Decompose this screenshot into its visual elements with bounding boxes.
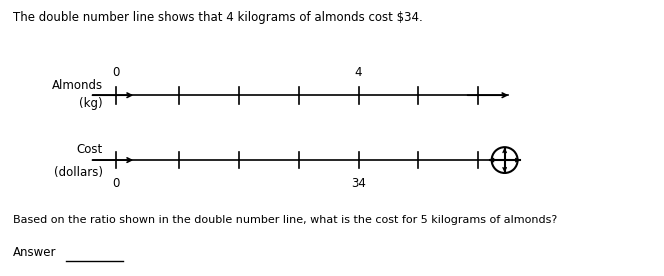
Text: (kg): (kg) — [79, 97, 103, 110]
Text: (dollars): (dollars) — [54, 166, 103, 179]
Text: 0: 0 — [112, 177, 120, 190]
Text: Cost: Cost — [76, 142, 103, 156]
Text: 34: 34 — [351, 177, 366, 190]
Text: 0: 0 — [112, 66, 120, 79]
Text: Almonds: Almonds — [52, 79, 103, 92]
Text: 4: 4 — [355, 66, 363, 79]
Text: The double number line shows that 4 kilograms of almonds cost $34.: The double number line shows that 4 kilo… — [13, 11, 423, 24]
Text: Based on the ratio shown in the double number line, what is the cost for 5 kilog: Based on the ratio shown in the double n… — [13, 215, 558, 225]
Text: Answer: Answer — [13, 246, 57, 259]
